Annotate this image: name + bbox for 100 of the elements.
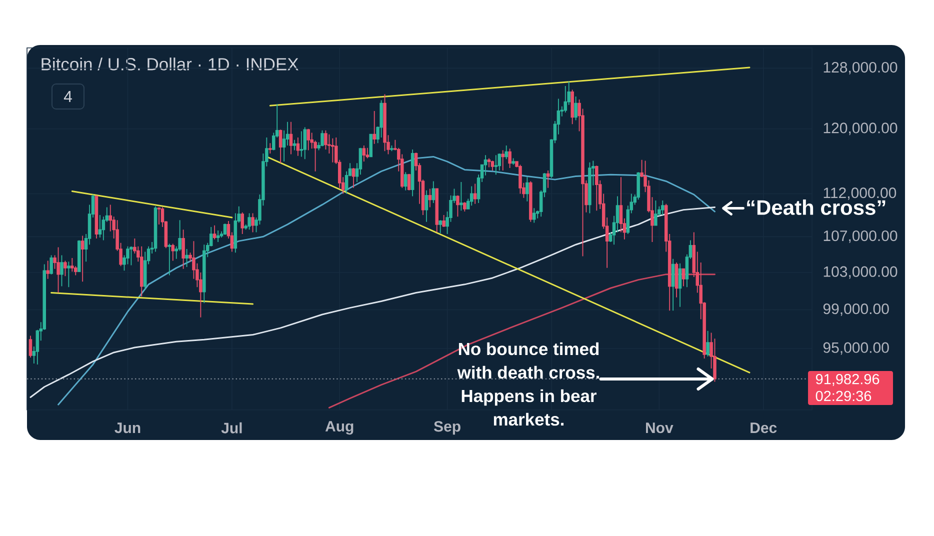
candlestick [369,134,373,158]
ref-line-label: 91,982.96 [816,374,880,386]
candlestick [432,180,436,204]
y-tick-label: 95,000.00 [823,342,889,355]
candlestick [157,206,161,225]
candlestick [490,160,494,171]
candlestick [251,212,254,233]
candlestick [595,165,598,212]
candlestick [98,214,102,238]
candlestick [438,220,442,234]
candlestick [435,188,439,233]
candlestick [654,200,658,226]
candlestick [248,212,251,230]
candlestick [140,246,144,297]
candlestick [182,229,185,270]
candlestick [494,154,498,176]
candlestick [574,96,578,121]
candlestick [306,128,310,151]
candlestick [240,212,244,234]
candlestick [223,223,227,236]
x-tick-label: Jul [221,422,242,434]
candlestick [372,110,376,144]
candlestick [278,129,282,164]
candlestick [706,330,710,357]
candlestick [77,240,81,272]
candlestick [661,200,664,216]
candlestick [366,147,370,159]
candlestick [588,162,592,214]
candlestick [56,246,60,294]
candlestick [442,214,446,228]
candlestick [404,172,408,191]
candlestick [296,137,300,156]
candlestick [501,150,505,171]
candlestick [362,145,366,162]
annotation: 4 [64,91,72,102]
candlestick [504,145,508,160]
candlestick [498,153,502,171]
candlestick [487,158,491,168]
candlestick [570,89,574,125]
candlestick [678,262,682,308]
candlestick [508,148,512,169]
candlestick [70,258,74,272]
candlestick [424,190,428,222]
candlestick [526,176,529,202]
x-tick-label: Dec [750,422,777,434]
candlestick [289,121,293,155]
candlestick [428,188,432,208]
candlestick [64,260,67,277]
candlestick [512,158,515,166]
candlestick [352,168,356,188]
candlestick [185,248,188,268]
candlestick [671,258,675,312]
candlestick [60,254,64,287]
candlestick [154,206,158,252]
candlestick [331,138,334,163]
y-tick-label: 107,000.00 [824,230,898,243]
x-tick-label: Nov [646,422,674,434]
line-series [58,156,716,406]
candlestick [212,224,216,240]
y-tick-label: 112,000.00 [824,188,896,200]
y-tick-label: 128,000.00 [824,62,898,74]
candlestick [460,182,463,212]
candlestick [268,142,272,154]
candlestick [529,180,532,222]
candlestick [383,94,386,152]
candlestick [636,172,640,200]
candlestick [320,130,324,147]
candlestick [216,230,220,242]
candlestick [80,235,84,282]
candlestick [407,173,411,191]
candlestick [324,130,328,150]
candlestick [171,243,175,262]
line-series [328,274,716,408]
candlestick [50,254,53,275]
x-tick-label: Jun [114,422,140,434]
candlestick [518,164,522,194]
y-tick-label: 99,000.00 [823,304,889,316]
text: 02:29:36 [816,390,872,402]
y-tick-label: 120,000.00 [824,122,898,136]
candlestick [546,170,550,188]
candlestick [463,202,466,212]
candlestick [564,86,568,114]
candlestick [390,145,394,152]
candlestick [456,194,460,218]
candlestick [532,208,536,224]
candlestick [292,139,296,151]
candlestick [470,186,474,206]
candlestick [682,268,686,287]
candlestick [303,126,307,160]
candlestick [28,335,32,358]
candlestick [94,194,98,239]
candlestick [130,246,133,266]
x-tick-label: Sep [434,421,460,435]
annotation: “Death cross” [747,200,886,215]
candlestick [674,262,678,298]
candlestick [202,244,206,304]
candlestick [473,183,477,204]
x-tick-label: Aug [325,421,354,435]
candlestick [300,130,304,158]
candlestick [168,243,172,276]
